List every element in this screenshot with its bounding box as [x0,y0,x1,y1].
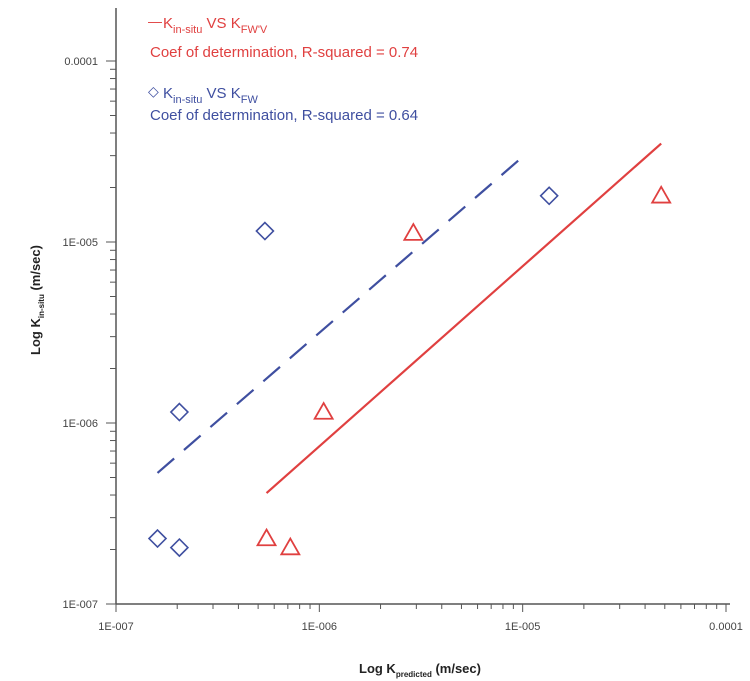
data-points [147,184,672,558]
fit-lines [156,142,662,494]
diamond-point [255,221,275,241]
axis-labels: Log Kpredicted (m/sec) Log Kin-situ (m/se… [28,245,481,679]
diamond-point [169,537,190,558]
legend-marker: — [148,13,162,29]
legend-marker: ◇ [148,83,159,99]
x-axis-title: Log Kpredicted (m/sec) [359,661,481,679]
legend-title: Kin-situ VS KFW [163,85,258,106]
legend: — Kin-situ VS KFW'V Coef of determination,… [148,13,418,124]
triangle-point [279,536,301,556]
y-tick-label: 0.0001 [64,56,98,68]
axes: 1E-007 1E-006 1E-005 0.0001 1E-007 1E-006 1E-0… [63,8,743,633]
y-tick-label: 1E-007 [63,599,98,611]
triangle-point [313,401,335,420]
fit-line-fwv [265,142,662,494]
fit-line-fw [156,152,528,474]
x-tick-label: 1E-007 [98,621,133,633]
legend-title: Kin-situ VS KFW'V [163,15,268,36]
triangle-point [402,222,424,241]
y-tick-label: 1E-005 [63,237,98,249]
triangle-point [650,184,672,204]
legend-entry-fwv: — Kin-situ VS KFW'V Coef of determination,… [148,13,418,61]
diamond-point [169,402,190,422]
x-tick-label: 1E-005 [505,621,540,633]
y-tick-label: 1E-006 [63,418,98,430]
triangle-point [255,527,278,547]
y-axis-title: Log Kin-situ (m/sec) [28,245,46,355]
legend-stat: Coef of determination, R-squared = 0.74 [150,44,418,61]
diamond-point [539,186,559,206]
x-tick-label: 0.0001 [709,621,743,633]
legend-stat: Coef of determination, R-squared = 0.64 [150,107,418,124]
x-tick-label: 1E-006 [302,621,337,633]
diamond-point [147,528,168,549]
